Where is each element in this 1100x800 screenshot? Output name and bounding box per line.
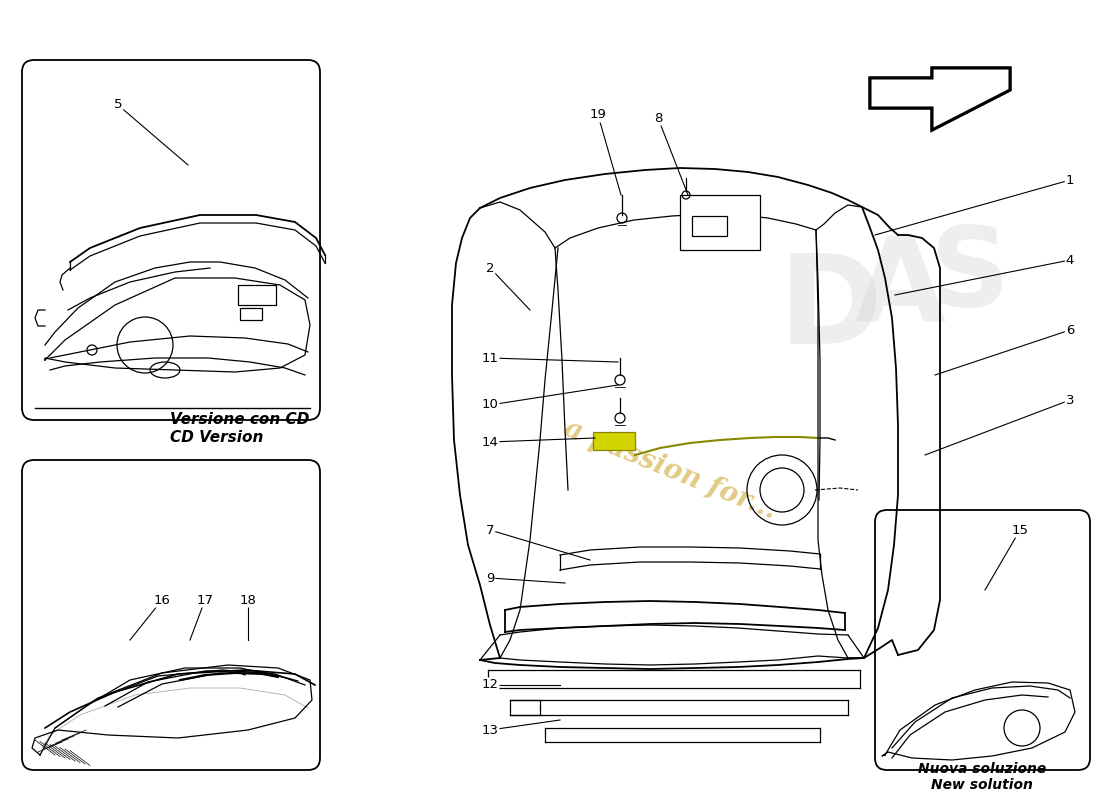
FancyBboxPatch shape bbox=[22, 60, 320, 420]
Text: D: D bbox=[778, 250, 882, 370]
Text: 13: 13 bbox=[482, 723, 498, 737]
Text: 3: 3 bbox=[1066, 394, 1075, 406]
Text: 7: 7 bbox=[486, 523, 494, 537]
Text: 18: 18 bbox=[240, 594, 256, 606]
Text: Versione con CD: Versione con CD bbox=[170, 412, 309, 427]
Text: 2: 2 bbox=[486, 262, 494, 274]
Bar bbox=[593, 432, 635, 450]
Text: 8: 8 bbox=[653, 111, 662, 125]
FancyBboxPatch shape bbox=[874, 510, 1090, 770]
Text: 14: 14 bbox=[482, 435, 498, 449]
Text: Nuova soluzione: Nuova soluzione bbox=[917, 762, 1046, 776]
Polygon shape bbox=[870, 68, 1010, 130]
Bar bbox=[240, 308, 262, 320]
Text: 1: 1 bbox=[1066, 174, 1075, 186]
Text: 6: 6 bbox=[1066, 323, 1075, 337]
Text: A: A bbox=[855, 233, 946, 347]
Text: 12: 12 bbox=[482, 678, 498, 691]
Text: S: S bbox=[930, 222, 1010, 329]
Text: 15: 15 bbox=[1012, 523, 1028, 537]
Text: 17: 17 bbox=[197, 594, 213, 606]
Text: 11: 11 bbox=[482, 351, 498, 365]
Text: New solution: New solution bbox=[931, 778, 1033, 792]
Text: 19: 19 bbox=[590, 109, 606, 122]
Text: 16: 16 bbox=[154, 594, 170, 606]
Text: 9: 9 bbox=[486, 571, 494, 585]
Text: a passion for...: a passion for... bbox=[560, 415, 780, 525]
Text: 10: 10 bbox=[482, 398, 498, 411]
Bar bbox=[680, 195, 760, 250]
Bar bbox=[692, 216, 727, 236]
Bar bbox=[238, 285, 276, 305]
Text: 4: 4 bbox=[1066, 254, 1075, 266]
Text: 5: 5 bbox=[113, 98, 122, 111]
Text: CD Version: CD Version bbox=[170, 430, 263, 445]
FancyBboxPatch shape bbox=[22, 460, 320, 770]
